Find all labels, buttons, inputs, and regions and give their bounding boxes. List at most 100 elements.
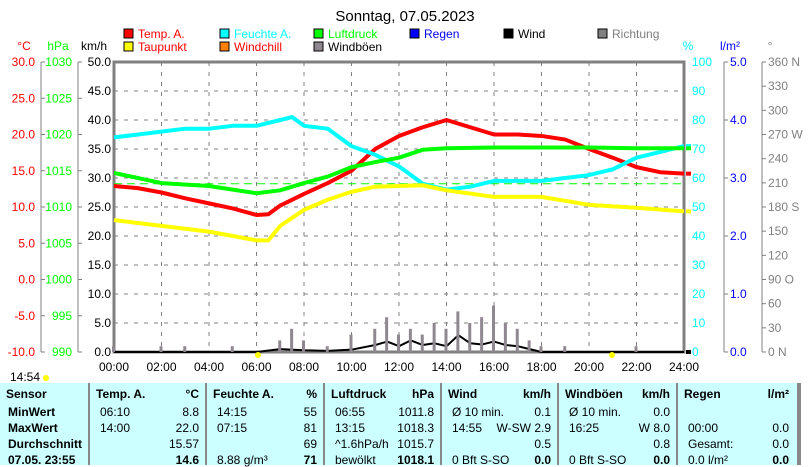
row-label: 07.05. 23:55: [8, 453, 76, 467]
gust-bar: [325, 346, 329, 352]
x-tick-label: 20:00: [574, 360, 604, 374]
legend-label: Temp. A.: [138, 27, 185, 41]
column-header: Luftdruck: [331, 387, 387, 401]
cell-time: Ø 10 min.: [452, 405, 505, 419]
column-unit: hPa: [411, 387, 434, 401]
x-tick-label: 02:00: [146, 360, 176, 374]
axis-tick-pressure: 995: [52, 309, 72, 323]
cell-value: 8.8: [182, 405, 199, 419]
gust-bar: [432, 323, 436, 352]
gust-bar: [408, 328, 412, 352]
sun-icon: [43, 375, 49, 381]
gust-bar: [563, 346, 567, 352]
axis-tick-direction: 0 N: [768, 345, 787, 359]
axis-unit-humidity: %: [683, 39, 694, 53]
axis-tick-humidity: 60: [692, 171, 706, 185]
axis-unit-wind: km/h: [81, 39, 107, 53]
axis-tick-direction: 60: [768, 297, 782, 311]
axis-tick-humidity: 30: [692, 258, 706, 272]
legend-swatch: [219, 28, 230, 39]
legend-label: Luftdruck: [328, 27, 378, 41]
cell-value: 22.0: [175, 421, 199, 435]
table-column: Sensor MinWert MaxWert Durchschnitt 07.05. 2…: [0, 383, 88, 467]
current-time-label: 14:54: [10, 370, 40, 383]
gust-bar: [290, 328, 294, 352]
legend-label: Windchill: [234, 40, 282, 54]
sunrise-icon: [255, 352, 261, 358]
cell-value: 0.5: [534, 437, 551, 451]
series-end-marker: [686, 146, 691, 151]
axis-tick-temp: 10.0: [12, 200, 36, 214]
legend-swatch: [409, 28, 420, 39]
cell-value: 81: [303, 421, 317, 435]
axis-tick-direction: 330: [768, 79, 788, 93]
cell-value: 69: [303, 437, 317, 451]
series-end-marker: [686, 171, 691, 176]
axis-tick-temp: 5.0: [18, 236, 35, 250]
axis-tick-wind: 30.0: [88, 171, 112, 185]
cell-time: 14:00: [100, 421, 131, 435]
cell-value: 1011.8: [398, 405, 434, 419]
cell-value: W 8.0: [638, 421, 670, 435]
axis-tick-direction: 240: [768, 152, 788, 166]
axis-tick-wind: 40.0: [88, 113, 112, 127]
column-header: Feuchte A.: [213, 387, 274, 401]
axis-tick-rain: 4.0: [730, 113, 747, 127]
axis-tick-temp: 0.0: [18, 273, 35, 287]
gust-bar: [420, 334, 424, 352]
axis-tick-wind: 45.0: [88, 84, 112, 98]
x-tick-label: 06:00: [241, 360, 271, 374]
column-header: Windböen: [565, 387, 623, 401]
cell-value: 0.0: [653, 453, 670, 467]
x-tick-label: 18:00: [526, 360, 556, 374]
axis-tick-rain: 3.0: [730, 171, 747, 185]
column-header: Temp. A.: [96, 387, 146, 401]
sunset-icon: [609, 352, 615, 358]
legend-swatch: [123, 28, 134, 39]
cell-value: 71: [303, 453, 317, 467]
gust-bar: [444, 328, 448, 352]
cell-time: 14:55: [452, 421, 483, 435]
legend-label: Richtung: [612, 27, 659, 41]
axis-tick-temp: -10.0: [8, 345, 36, 359]
x-tick-label: 16:00: [479, 360, 509, 374]
axis-tick-wind: 20.0: [88, 229, 112, 243]
table-column: Temp. A. °C 06:10 8.8 14:00 22.0 15.57 14.6: [88, 383, 207, 467]
table-column: Windböen km/h Ø 10 min. 0.0 16:25 W 8.0 0.8 0 B…: [557, 383, 678, 467]
gust-bar: [373, 328, 377, 352]
table-column: Regen l/m² 00:00 0.0 Gesamt: 0.0 0.0 l/m² 0.0: [676, 383, 797, 467]
series-line-luftdruck: [113, 145, 684, 196]
axis-tick-wind: 50.0: [88, 55, 112, 69]
table-column: Wind km/h Ø 10 min. 0.1 14:55 W-SW 2.9 0.5 0 Bf…: [440, 383, 559, 467]
axis-tick-temp: 30.0: [12, 55, 36, 69]
gust-bar: [634, 346, 638, 352]
cell-time: bewölkt: [335, 453, 376, 467]
column-unit: l/m²: [767, 387, 789, 401]
axis-tick-humidity: 20: [692, 287, 706, 301]
gust-bar: [112, 346, 115, 352]
axis-tick-direction: 30: [768, 321, 782, 335]
axis-tick-rain: 2.0: [730, 229, 747, 243]
axis-tick-pressure: 1015: [45, 164, 72, 178]
legend-label: Windböen: [328, 40, 382, 54]
axis-tick-wind: 10.0: [88, 287, 112, 301]
cell-time: 14:15: [217, 405, 248, 419]
column-unit: km/h: [641, 387, 670, 401]
cell-time: 0 Bft S-SO: [569, 453, 627, 467]
axis-tick-rain: 1.0: [730, 287, 747, 301]
table-column: Luftdruck hPa 06:55 1011.8 13:15 1018.3 ^1.6hP…: [323, 383, 442, 467]
gust-bar: [397, 334, 400, 352]
gust-bar: [527, 340, 531, 352]
series-line-taupunkt: [113, 183, 685, 243]
axis-tick-pressure: 1020: [45, 128, 72, 142]
x-tick-label: 22:00: [621, 360, 651, 374]
legend-swatch: [123, 41, 134, 52]
cell-time: 0 Bft S-SO: [452, 453, 510, 467]
axis-unit-pressure: hPa: [47, 39, 69, 53]
cell-value: 15.57: [168, 437, 199, 451]
cell-time: Ø 10 min.: [569, 405, 622, 419]
x-tick-label: 12:00: [384, 360, 414, 374]
column-unit: °C: [185, 387, 199, 401]
axis-tick-pressure: 1025: [45, 91, 72, 105]
cell-time: 00:00: [688, 421, 719, 435]
